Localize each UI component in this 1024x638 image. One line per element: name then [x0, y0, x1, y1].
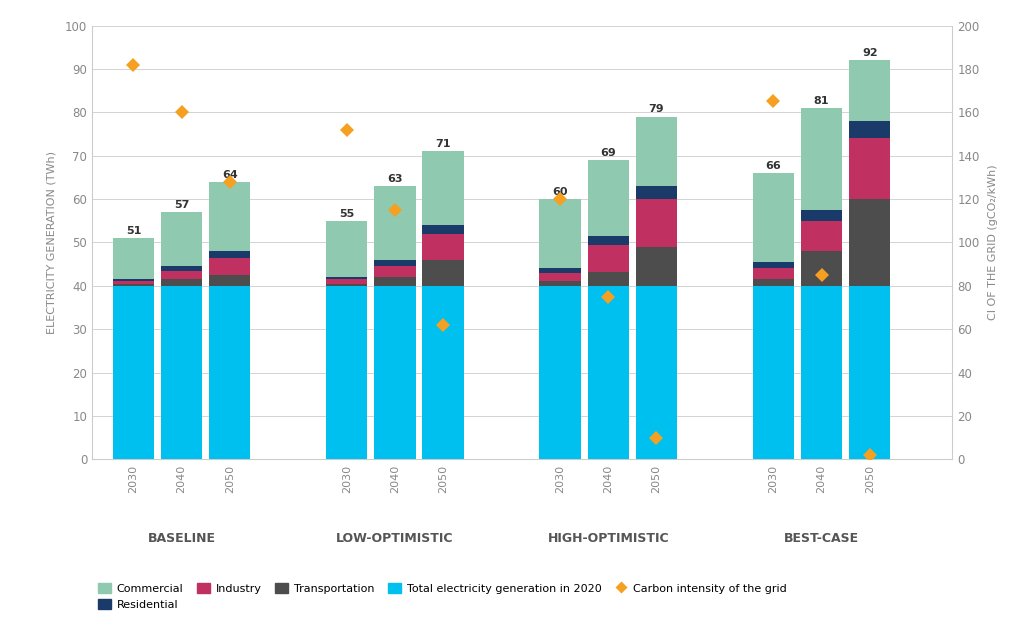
Text: 55: 55 — [339, 209, 354, 219]
Bar — [161, 266, 203, 271]
Bar — [849, 60, 891, 121]
Bar — [588, 246, 629, 272]
Legend: Commercial, Residential, Industry, Transportation, Total electricity generation : Commercial, Residential, Industry, Trans… — [97, 583, 787, 610]
Bar — [423, 260, 464, 286]
Bar — [540, 273, 581, 281]
Text: 60: 60 — [552, 187, 568, 197]
Bar — [326, 221, 368, 277]
Bar — [209, 251, 251, 258]
Bar — [326, 277, 368, 279]
Bar — [113, 284, 154, 286]
Bar — [540, 199, 581, 269]
Text: 71: 71 — [435, 139, 451, 149]
Text: 66: 66 — [766, 161, 781, 171]
Bar — [801, 286, 842, 459]
Bar — [753, 279, 794, 286]
Text: 92: 92 — [862, 48, 878, 58]
Bar — [801, 221, 842, 251]
Bar — [849, 138, 891, 199]
Bar — [540, 286, 581, 459]
Bar — [588, 286, 629, 459]
Bar — [375, 286, 416, 459]
Bar — [113, 286, 154, 459]
Bar — [588, 237, 629, 246]
Bar — [801, 251, 842, 286]
Bar — [113, 281, 154, 284]
Bar — [209, 275, 251, 286]
Bar — [161, 212, 203, 266]
Bar — [588, 272, 629, 286]
Y-axis label: ELECTRICITY GENERATION (TWh): ELECTRICITY GENERATION (TWh) — [47, 151, 56, 334]
Bar — [636, 247, 677, 286]
Bar — [209, 286, 251, 459]
Bar — [375, 186, 416, 260]
Text: LOW-OPTIMISTIC: LOW-OPTIMISTIC — [336, 531, 454, 545]
Text: 79: 79 — [648, 105, 665, 114]
Bar — [636, 286, 677, 459]
Bar — [753, 269, 794, 279]
Bar — [326, 279, 368, 284]
Text: 51: 51 — [126, 226, 141, 236]
Text: 57: 57 — [174, 200, 189, 210]
Bar — [375, 260, 416, 266]
Bar — [423, 151, 464, 225]
Bar — [423, 225, 464, 234]
Text: 81: 81 — [814, 96, 829, 106]
Bar — [540, 269, 581, 273]
Bar — [540, 281, 581, 286]
Text: BASELINE: BASELINE — [147, 531, 216, 545]
Bar — [753, 173, 794, 262]
Bar — [801, 210, 842, 221]
Bar — [423, 286, 464, 459]
Bar — [326, 284, 368, 286]
Bar — [161, 286, 203, 459]
Bar — [801, 108, 842, 210]
Bar — [161, 271, 203, 279]
Bar — [588, 160, 629, 237]
Y-axis label: CI OF THE GRID (gCO₂/kWh): CI OF THE GRID (gCO₂/kWh) — [988, 165, 998, 320]
Bar — [849, 121, 891, 138]
Bar — [849, 199, 891, 286]
Bar — [753, 286, 794, 459]
Bar — [753, 262, 794, 269]
Bar — [209, 258, 251, 275]
Text: 64: 64 — [222, 170, 238, 179]
Bar — [375, 277, 416, 286]
Bar — [113, 279, 154, 281]
Bar — [113, 238, 154, 279]
Text: HIGH-OPTIMISTIC: HIGH-OPTIMISTIC — [548, 531, 669, 545]
Text: 63: 63 — [387, 174, 402, 184]
Bar — [326, 286, 368, 459]
Text: BEST-CASE: BEST-CASE — [784, 531, 859, 545]
Bar — [209, 182, 251, 251]
Bar — [423, 234, 464, 260]
Bar — [636, 199, 677, 247]
Bar — [636, 186, 677, 199]
Bar — [375, 266, 416, 277]
Bar — [849, 286, 891, 459]
Text: 69: 69 — [600, 148, 616, 158]
Bar — [636, 117, 677, 186]
Bar — [161, 279, 203, 286]
